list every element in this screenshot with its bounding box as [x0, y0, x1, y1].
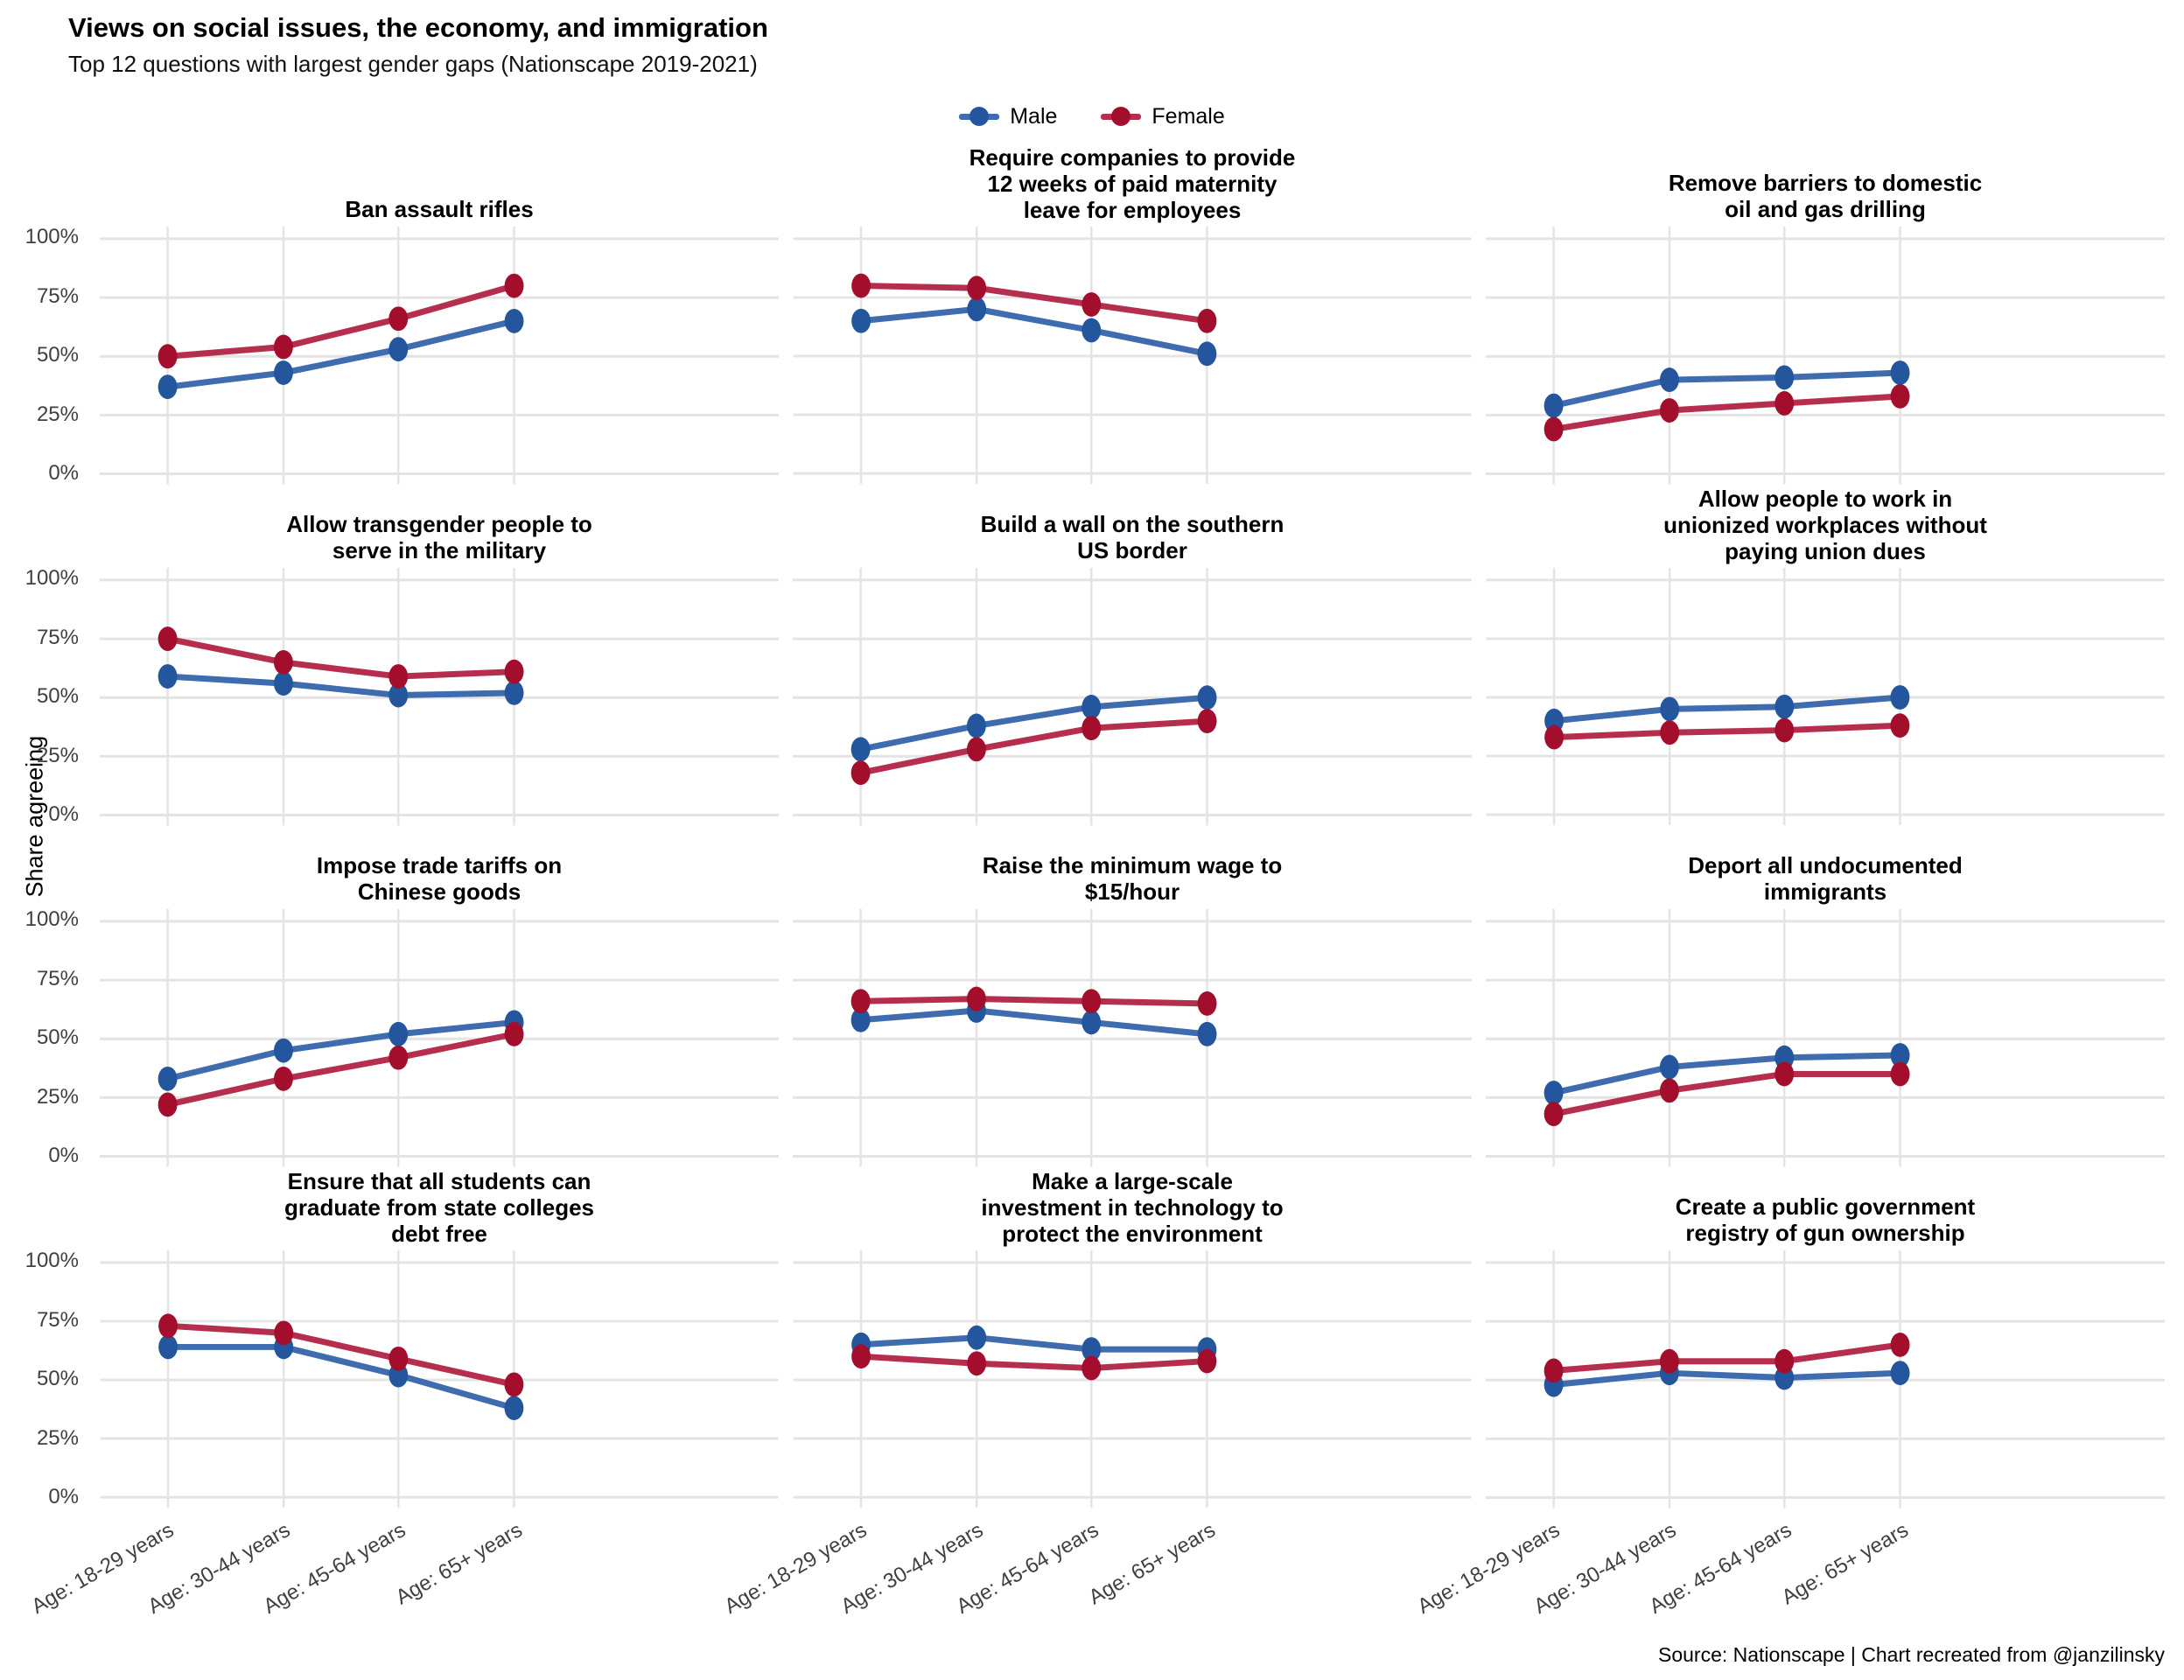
- y-axis-tick-label: 0%: [48, 1485, 79, 1508]
- y-axis-gutter-row-1: 100% 75% 50% 25% 0%: [0, 144, 88, 486]
- panel-trade-tariffs: Impose trade tariffs on Chinese goods: [98, 827, 780, 1168]
- panel-plot: [99, 908, 780, 1167]
- y-axis-tick-label: 50%: [36, 1367, 79, 1390]
- panel-title: Create a public government registry of g…: [1675, 1194, 1976, 1247]
- panel-deport-immigrants: Deport all undocumented immigrants: [1484, 827, 2166, 1168]
- y-axis-tick-label: 75%: [36, 625, 79, 649]
- panel-maternity-leave: Require companies to provide 12 weeks of…: [791, 144, 1474, 486]
- y-axis-tick-label: 25%: [36, 1425, 79, 1450]
- panel-title: Impose trade tariffs on Chinese goods: [316, 852, 563, 906]
- source-caption: Source: Nationscape | Chart recreated fr…: [1657, 1643, 2165, 1666]
- y-axis-tick-label: 100%: [24, 225, 79, 248]
- panel-gun-registry: Create a public government registry of g…: [1484, 1168, 2166, 1509]
- panel-title: Allow transgender people to serve in the…: [286, 511, 592, 564]
- panel-title: Ban assault rifles: [345, 196, 534, 223]
- y-axis-tick-label: 100%: [24, 566, 79, 590]
- y-axis-tick-label: 25%: [36, 743, 79, 767]
- panel-plot: [1486, 567, 2165, 826]
- panel-plot: [99, 567, 780, 826]
- panel-plot: [1485, 226, 2166, 485]
- male-legend-icon: [959, 105, 1000, 128]
- panel-environment-investment: Make a large-scale investment in technol…: [791, 1168, 1474, 1509]
- y-axis-gutter-row-4: 100% 75% 50% 25% 0%: [0, 1168, 88, 1509]
- panel-union-dues: Allow people to work in unionized workpl…: [1484, 486, 2166, 827]
- legend-label-female: Female: [1152, 103, 1225, 129]
- panel-plot: [100, 1250, 779, 1508]
- panel-minimum-wage: Raise the minimum wage to $15/hour: [791, 827, 1474, 1168]
- panel-title: Build a wall on the southern US border: [980, 511, 1284, 564]
- y-axis-tick-label: 100%: [24, 907, 79, 931]
- legend-item-male: Male: [959, 104, 1057, 130]
- y-axis-tick-label: 0%: [48, 1144, 79, 1167]
- y-axis-tick-label: 100%: [24, 1249, 79, 1272]
- facet-grid: 100% 75% 50% 25% 0% Ban assault rifles Requi…: [0, 144, 2184, 1632]
- panel-plot: [793, 226, 1472, 485]
- panel-title: Remove barriers to domestic oil and gas …: [1668, 170, 1983, 223]
- y-axis-tick-label: 75%: [36, 966, 79, 990]
- panel-title: Allow people to work in unionized workpl…: [1663, 485, 1987, 564]
- page-subtitle: Top 12 questions with largest gender gap…: [68, 51, 758, 77]
- x-axis-tick-label: Age: 65+ years: [391, 1518, 527, 1610]
- female-legend-icon: [1101, 105, 1142, 128]
- legend-item-female: Female: [1101, 103, 1225, 130]
- panel-debt-free-college: Ensure that all students can graduate fr…: [98, 1168, 780, 1509]
- panel-plot: [793, 1250, 1472, 1508]
- y-axis-gutter-row-3: 100% 75% 50% 25% 0%: [0, 827, 88, 1168]
- y-axis-tick-label: 25%: [36, 402, 79, 426]
- x-axis-labels-col-3: Age: 18-29 years Age: 30-44 years Age: 45-…: [1414, 1509, 2166, 1632]
- panel-ban-assault-rifles: Ban assault rifles: [98, 144, 780, 486]
- panel-title: Deport all undocumented immigrants: [1688, 852, 1963, 906]
- x-axis-labels-col-1: Age: 18-29 years Age: 30-44 years Age: 45-…: [28, 1509, 780, 1632]
- panel-title: Ensure that all students can graduate fr…: [284, 1167, 594, 1247]
- panel-plot: [792, 567, 1473, 826]
- panel-title: Require companies to provide 12 weeks of…: [969, 144, 1296, 223]
- panel-plot: [1485, 908, 2166, 1167]
- y-axis-tick-label: 0%: [48, 802, 79, 826]
- page-title: Views on social issues, the economy, and…: [68, 12, 768, 43]
- panel-plot: [1485, 1250, 2166, 1508]
- panel-border-wall: Build a wall on the southern US border: [791, 486, 1474, 827]
- y-axis-tick-label: 50%: [36, 1026, 79, 1049]
- panel-plot: [99, 226, 780, 485]
- legend: Male Female: [0, 97, 2184, 136]
- legend-label-male: Male: [1010, 103, 1058, 129]
- y-axis-gutter-row-2: 100% 75% 50% 25% 0%: [0, 486, 88, 827]
- panel-title: Make a large-scale investment in technol…: [981, 1167, 1284, 1247]
- panel-title: Raise the minimum wage to $15/hour: [982, 852, 1283, 906]
- y-axis-tick-label: 25%: [36, 1084, 79, 1109]
- y-axis-tick-label: 75%: [36, 1307, 79, 1332]
- panel-plot: [792, 908, 1473, 1167]
- header: Views on social issues, the economy, and…: [0, 0, 2184, 78]
- y-axis-tick-label: 0%: [48, 461, 79, 485]
- panel-oil-gas-drilling: Remove barriers to domestic oil and gas …: [1484, 144, 2166, 486]
- y-axis-tick-label: 50%: [36, 684, 79, 708]
- y-axis-tick-label: 50%: [36, 343, 79, 367]
- x-axis-tick-label: Age: 65+ years: [1777, 1518, 1913, 1610]
- panel-transgender-military: Allow transgender people to serve in the…: [98, 486, 780, 827]
- y-axis-tick-label: 75%: [36, 284, 79, 308]
- x-axis-tick-label: Age: 65+ years: [1084, 1518, 1220, 1610]
- x-axis-labels-col-2: Age: 18-29 years Age: 30-44 years Age: 45-…: [721, 1509, 1474, 1632]
